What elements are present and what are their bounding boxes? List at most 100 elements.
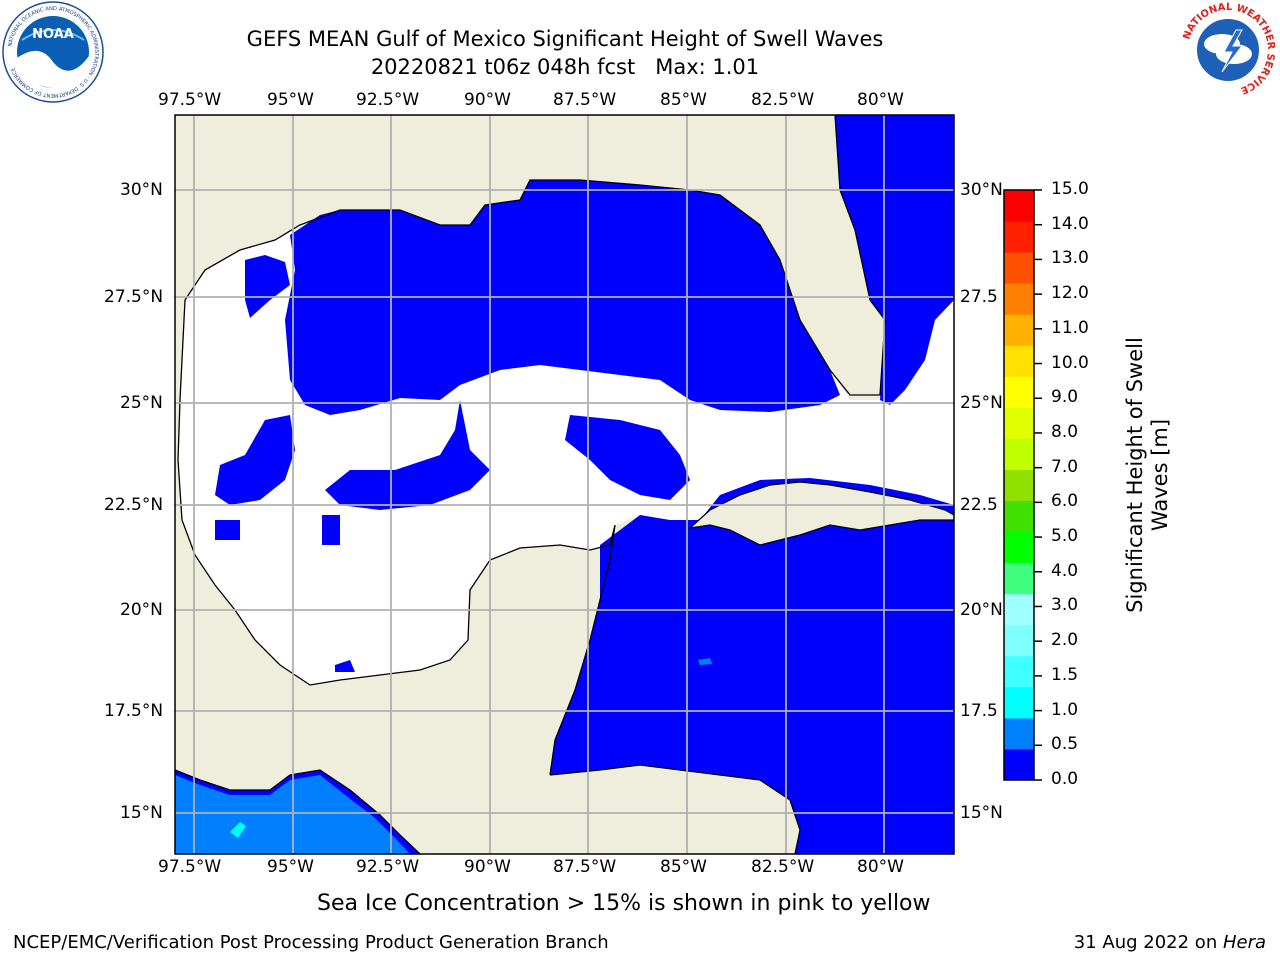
lat-tick-right-6: 15°N [960,803,1003,823]
pacific-coastline [175,769,421,854]
lat-tick-right-2: 25°N [960,393,1003,413]
swell-region-east [565,415,690,500]
colorbar-tick-label-12: 3.0 [1051,595,1079,616]
lat-tick-right-1: 27.5 [960,287,998,307]
lat-tick-left-3: 22.5°N [104,495,164,515]
lat-tick-left-1: 27.5°N [104,287,164,307]
colorbar-segment-18 [1004,190,1034,222]
lon-tick-bottom-3: 90°W [464,857,511,877]
noaa-logo: NOAA NATIONAL OCEANIC AND ATMOSPHERIC AD… [2,1,104,103]
colorbar-tick-label-4: 11.0 [1051,317,1089,338]
colorbar-segment-0 [1004,748,1034,781]
footer-left: NCEP/EMC/Verification Post Processing Pr… [13,932,609,953]
footer-host: Hera [1222,932,1266,953]
colorbar [1003,189,1042,781]
pacific-swell-1-5 [230,822,246,838]
colorbar-tick-label-2: 13.0 [1051,248,1089,269]
colorbar-tick-label-17: 0.0 [1051,769,1079,789]
lon-tick-top-1: 95°W [267,90,314,110]
lon-tick-bottom-5: 85°W [660,857,707,877]
plot-title: GEFS MEAN Gulf of Mexico Significant Hei… [246,27,884,51]
colorbar-tick-label-10: 5.0 [1051,526,1079,547]
colorbar-segment-3 [1004,655,1034,688]
atlantic-water [835,115,954,405]
sea-ice-note: Sea Ice Concentration > 15% is shown in … [317,891,931,916]
lon-tick-top-6: 82.5°W [751,90,815,110]
colorbar-segment-6 [1004,562,1034,595]
colorbar-segment-1 [1004,717,1034,750]
colorbar-label-line2: Waves [m] [1148,418,1172,532]
colorbar-tick-label-13: 2.0 [1051,630,1079,651]
colorbar-segment-16 [1004,252,1034,284]
plot-subtitle: 20220821 t06z 048h fcst Max: 1.01 [370,55,760,79]
colorbar-segment-13 [1004,345,1034,377]
lat-tick-left-0: 30°N [120,180,163,200]
colorbar-segment-15 [1004,283,1034,315]
colorbar-segment-4 [1004,624,1034,657]
noaa-logo-text: NOAA [32,27,74,42]
colorbar-segment-7 [1004,531,1034,564]
swell-patch-3 [335,660,355,672]
caribbean-swell-patch [698,658,712,665]
nws-logo: NATIONAL WEATHER SERVICE [1182,2,1277,96]
lat-tick-left-5: 17.5°N [104,701,164,721]
colorbar-tick-label-14: 1.5 [1051,664,1079,685]
lat-tick-right-0: 30°N [960,180,1003,200]
central-america-coastline [549,764,801,854]
swell-patch-1 [215,520,240,540]
colorbar-frame [1003,189,1035,781]
map-gridlines [175,115,954,854]
lat-tick-right-4: 20°N [960,600,1003,620]
colorbar-segment-17 [1004,221,1034,253]
footer-right: 31 Aug 2022 on Hera [1074,932,1266,953]
lon-tick-bottom-4: 87.5°W [553,857,617,877]
swell-region-sw [215,415,295,505]
lat-tick-left-6: 15°N [120,803,163,823]
lon-tick-bottom-7: 80°W [857,857,904,877]
lon-tick-top-7: 80°W [857,90,904,110]
colorbar-segment-2 [1004,686,1034,719]
swell-patch-2 [322,515,340,545]
colorbar-tick-label-6: 9.0 [1051,387,1079,408]
colorbar-tick-label-1: 14.0 [1051,213,1089,234]
lon-tick-bottom-1: 95°W [267,857,314,877]
caribbean-water [550,478,954,854]
colorbar-segment-11 [1004,407,1034,439]
colorbar-tick-label-5: 10.0 [1051,352,1089,373]
lon-tick-top-5: 85°W [660,90,707,110]
lat-tick-right-5: 17.5 [960,701,998,721]
map-frame [174,114,955,855]
colorbar-segment-9 [1004,469,1034,502]
colorbar-segment-12 [1004,376,1034,408]
colorbar-tick-label-3: 12.0 [1051,283,1089,304]
lon-tick-top-2: 92.5°W [356,90,420,110]
mexico-coastline [177,299,616,776]
lat-tick-left-2: 25°N [120,393,163,413]
colorbar-segment-8 [1004,500,1034,533]
lon-tick-bottom-2: 92.5°W [356,857,420,877]
colorbar-label-line1: Significant Height of Swell [1123,337,1147,613]
colorbar-tick-label-7: 8.0 [1051,421,1079,442]
colorbar-tick-label-15: 1.0 [1051,699,1079,720]
lat-tick-left-4: 20°N [120,600,163,620]
colorbar-segments [1004,190,1034,781]
colorbar-tick-label-11: 4.0 [1051,560,1079,581]
lon-tick-bottom-0: 97.5°W [158,857,222,877]
colorbar-tick-label-8: 7.0 [1051,456,1079,477]
cuba-land [688,481,954,546]
colorbar-tick-label-16: 0.5 [1051,734,1079,755]
swell-region-central [325,400,490,510]
colorbar-tick-label-9: 6.0 [1051,491,1079,512]
swell-region-west [245,255,290,318]
lon-tick-top-3: 90°W [464,90,511,110]
lat-tick-right-3: 22.5 [960,495,998,515]
lon-tick-top-4: 87.5°W [553,90,617,110]
colorbar-tick-label-0: 15.0 [1051,179,1089,199]
lon-tick-top-0: 97.5°W [158,90,222,110]
colorbar-segment-10 [1004,438,1034,470]
colorbar-segment-5 [1004,593,1034,626]
footer-date: 31 Aug 2022 on [1073,932,1223,953]
colorbar-segment-14 [1004,314,1034,346]
lon-tick-bottom-6: 82.5°W [751,857,815,877]
